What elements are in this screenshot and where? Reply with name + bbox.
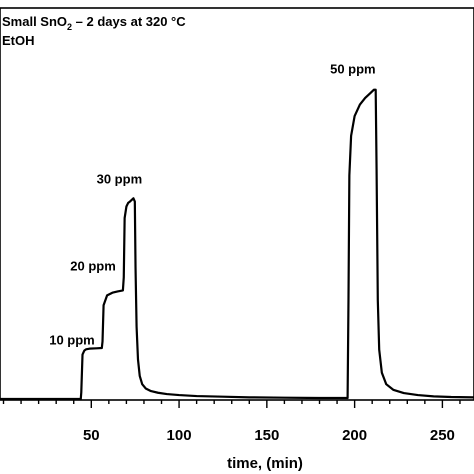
annotation-label: 20 ppm [70, 259, 116, 274]
chart-subtitle: EtOH [2, 33, 35, 48]
chart-title: Small SnO2 – 2 days at 320 °C [2, 14, 186, 32]
x-axis-label: time, (min) [227, 455, 303, 472]
x-tick-label: 250 [430, 427, 455, 444]
x-tick-label: 100 [167, 427, 192, 444]
x-tick-label: 200 [342, 427, 367, 444]
annotation-label: 30 ppm [97, 172, 143, 187]
annotation-label: 50 ppm [330, 61, 376, 76]
plot-frame [0, 7, 474, 401]
annotation-label: 10 ppm [49, 333, 95, 348]
x-tick-label: 50 [83, 427, 100, 444]
x-axis-tick-labels: 50 100 150 200 250 [83, 427, 455, 444]
x-axis-ticks [2, 400, 461, 408]
annotations: 10 ppm 20 ppm 30 ppm 50 ppm [49, 61, 375, 347]
x-tick-label: 150 [254, 427, 279, 444]
series-line [0, 88, 474, 401]
